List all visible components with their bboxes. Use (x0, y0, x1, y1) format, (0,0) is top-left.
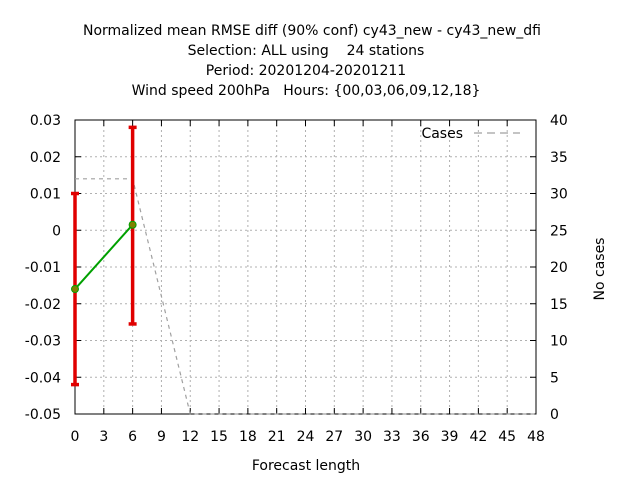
y-tick-label: 0 (52, 223, 61, 239)
y2-tick-label: 20 (550, 260, 568, 276)
y2-tick-label: 25 (550, 223, 568, 239)
y-tick-label: -0.03 (25, 334, 61, 350)
x-tick-label: 24 (297, 429, 315, 445)
x-tick-label: 21 (268, 429, 286, 445)
y2-axis-ticks: 0 5 10 15 20 25 30 35 40 (530, 113, 568, 423)
y2-tick-label: 10 (550, 334, 568, 350)
y2-tick-label: 35 (550, 150, 568, 166)
y-tick-label: 0.03 (30, 113, 61, 129)
x-axis-ticks: 0 3 6 9 12 15 18 21 24 27 30 33 36 39 42 45 48 (71, 120, 545, 445)
y2-tick-label: 15 (550, 297, 568, 313)
chart-title-line-1: Normalized mean RMSE diff (90% conf) cy4… (83, 23, 541, 39)
rmse-diff-line (74, 224, 134, 290)
x-tick-label: 45 (498, 429, 516, 445)
legend: Cases (421, 126, 520, 142)
grid (75, 120, 536, 414)
chart-title-line-4: Wind speed 200hPa Hours: {00,03,06,09,12… (132, 83, 481, 99)
cases-line (75, 178, 536, 415)
y2-axis-label: No cases (592, 238, 608, 301)
y2-tick-label: 0 (550, 407, 559, 423)
rmse-diff-point (128, 220, 137, 229)
chart-title-line-3: Period: 20201204-20201211 (206, 63, 406, 79)
x-tick-label: 9 (157, 429, 166, 445)
plot-series (71, 125, 536, 415)
x-tick-label: 30 (354, 429, 372, 445)
y-tick-label: -0.05 (25, 407, 61, 423)
legend-cases-label: Cases (421, 126, 463, 142)
x-axis-label: Forecast length (252, 458, 360, 474)
x-tick-label: 15 (210, 429, 228, 445)
x-tick-label: 6 (128, 429, 137, 445)
chart-title-line-2: Selection: ALL using 24 stations (188, 43, 425, 59)
x-tick-label: 27 (325, 429, 343, 445)
x-tick-label: 39 (441, 429, 459, 445)
rmse-diff-point (71, 285, 79, 294)
x-tick-label: 12 (181, 429, 199, 445)
x-tick-label: 0 (71, 429, 80, 445)
y2-tick-label: 5 (550, 370, 559, 386)
x-tick-label: 33 (383, 429, 401, 445)
x-tick-label: 42 (469, 429, 487, 445)
y2-tick-label: 40 (550, 113, 568, 129)
x-tick-label: 3 (99, 429, 108, 445)
y-tick-label: 0.02 (30, 150, 61, 166)
y2-tick-label: 30 (550, 187, 568, 203)
x-tick-label: 18 (239, 429, 257, 445)
x-tick-label: 48 (527, 429, 545, 445)
y-tick-label: -0.01 (25, 260, 61, 276)
y-axis-ticks: 0.03 0.02 0.01 0 -0.01 -0.02 -0.03 -0.04 -0.05 (25, 113, 81, 423)
y-tick-label: -0.02 (25, 297, 61, 313)
x-tick-label: 36 (412, 429, 430, 445)
y-tick-label: 0.01 (30, 187, 61, 203)
y-tick-label: -0.04 (25, 370, 61, 386)
